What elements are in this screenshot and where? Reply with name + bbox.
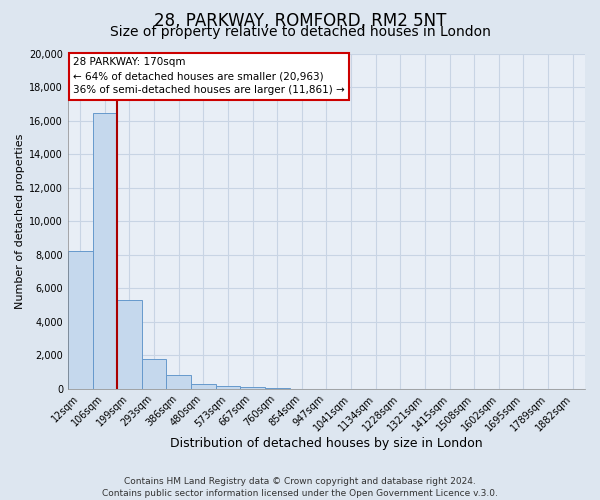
Bar	[215, 386, 240, 388]
Text: 28, PARKWAY, ROMFORD, RM2 5NT: 28, PARKWAY, ROMFORD, RM2 5NT	[154, 12, 446, 30]
Bar	[92, 112, 117, 388]
Text: Contains HM Land Registry data © Crown copyright and database right 2024.
Contai: Contains HM Land Registry data © Crown c…	[102, 476, 498, 498]
Text: Size of property relative to detached houses in London: Size of property relative to detached ho…	[110, 25, 490, 39]
Bar	[68, 252, 92, 388]
Text: 28 PARKWAY: 170sqm
← 64% of detached houses are smaller (20,963)
36% of semi-det: 28 PARKWAY: 170sqm ← 64% of detached hou…	[73, 58, 345, 96]
Bar	[166, 376, 191, 388]
Bar	[191, 384, 215, 388]
Bar	[117, 300, 142, 388]
Y-axis label: Number of detached properties: Number of detached properties	[15, 134, 25, 309]
X-axis label: Distribution of detached houses by size in London: Distribution of detached houses by size …	[170, 437, 483, 450]
Bar	[142, 358, 166, 388]
